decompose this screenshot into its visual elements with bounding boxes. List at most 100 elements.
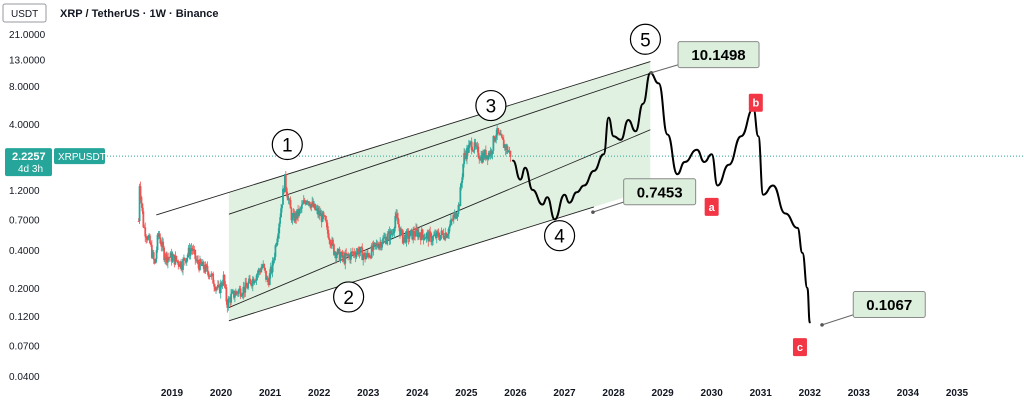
candle-body (337, 248, 340, 250)
candle-body (226, 301, 229, 308)
y-tick-label: 8.0000 (9, 82, 40, 93)
candle-body (367, 254, 370, 258)
candle-body (368, 255, 371, 258)
candle-body (433, 235, 435, 237)
candle-body (399, 227, 401, 236)
candle-body (156, 234, 159, 251)
candle-body (371, 245, 374, 251)
candle-body (442, 233, 445, 238)
candle-body (372, 243, 375, 251)
candle-body (416, 228, 418, 230)
candle-body (140, 197, 143, 204)
candle-body (444, 232, 447, 240)
candle-body (483, 152, 485, 159)
candle-body (137, 221, 140, 222)
candle-body (462, 164, 465, 178)
candle-body (477, 146, 480, 157)
candle-body (220, 282, 223, 286)
candle-body (255, 275, 258, 281)
candle-body (345, 253, 348, 256)
candle-body (253, 281, 256, 284)
candle-body (242, 286, 245, 295)
candle-body (328, 237, 331, 241)
candle-body (354, 254, 357, 257)
candle-body (287, 199, 290, 201)
candle-body (466, 147, 468, 160)
candle-body (195, 259, 198, 261)
correction-labels: a b c (704, 93, 807, 357)
callout-box (677, 41, 760, 69)
candle-body (240, 295, 243, 297)
candle-body (158, 233, 161, 238)
price-callout: 0.1067 (820, 291, 926, 327)
wave-circle (629, 23, 662, 55)
candle-body (435, 231, 438, 238)
candle-body (471, 150, 474, 152)
wave-label-3: 3 (475, 89, 507, 122)
candle-body (364, 252, 366, 260)
candle-body (366, 252, 368, 258)
channel-line (228, 129, 651, 308)
candle-body (419, 235, 422, 241)
candle-body (355, 252, 358, 257)
candle-body (382, 238, 384, 244)
candle-body (485, 155, 488, 159)
candle-body (480, 155, 483, 161)
y-tick-label: 1.2000 (9, 186, 40, 197)
candle-body (447, 233, 449, 236)
candle-body (194, 249, 197, 260)
candle-body (433, 233, 436, 236)
candle-body (384, 237, 387, 244)
candle-body (191, 248, 194, 251)
candle-body (163, 247, 166, 260)
candle-body (244, 282, 247, 293)
candle-body (389, 230, 392, 241)
candle-body (369, 255, 372, 258)
candle-body (500, 134, 502, 136)
candle-body (139, 186, 142, 198)
candle-body (300, 208, 302, 210)
candle-body (197, 259, 199, 265)
candle-body (488, 152, 491, 156)
candle-body (463, 153, 466, 165)
candle-body (266, 277, 268, 280)
candle-body (268, 273, 271, 285)
candle-body (420, 229, 423, 241)
candle-body (155, 250, 158, 259)
candle-body (479, 159, 482, 161)
callout-pointer (821, 313, 858, 326)
candle-body (249, 278, 251, 281)
candle-body (275, 244, 278, 246)
candle-body (411, 229, 414, 240)
callout-anchor-dot (649, 70, 654, 75)
candle-body (387, 231, 390, 234)
candle-body (342, 255, 345, 258)
candle-body (233, 295, 236, 298)
candle-body (154, 258, 157, 264)
candle-body (501, 137, 504, 140)
candle-body (213, 283, 216, 287)
candle-body (212, 273, 215, 284)
candle-body (293, 212, 296, 222)
callout-pointer (651, 63, 683, 74)
candle-body (497, 127, 499, 133)
candle-body (311, 201, 314, 204)
candle-body (359, 247, 362, 252)
candle-body (500, 134, 503, 138)
correction-letter: b (752, 98, 759, 110)
candle-body (326, 222, 329, 230)
candle-body (414, 235, 416, 237)
candle-body (340, 252, 343, 256)
candle-body (256, 273, 259, 276)
candle-body (295, 212, 298, 219)
candle-body (394, 216, 397, 229)
candle-body (285, 188, 288, 195)
candle-body (453, 212, 456, 215)
currency-badge-box[interactable] (2, 3, 47, 23)
x-axis: 2019 2020 2021 2022 2023 2024 2025 2026 2027 2028… (161, 388, 969, 399)
candle-body (405, 230, 408, 243)
candle-body (450, 219, 453, 221)
candle-body (214, 286, 216, 290)
wave-number: 5 (640, 30, 651, 51)
